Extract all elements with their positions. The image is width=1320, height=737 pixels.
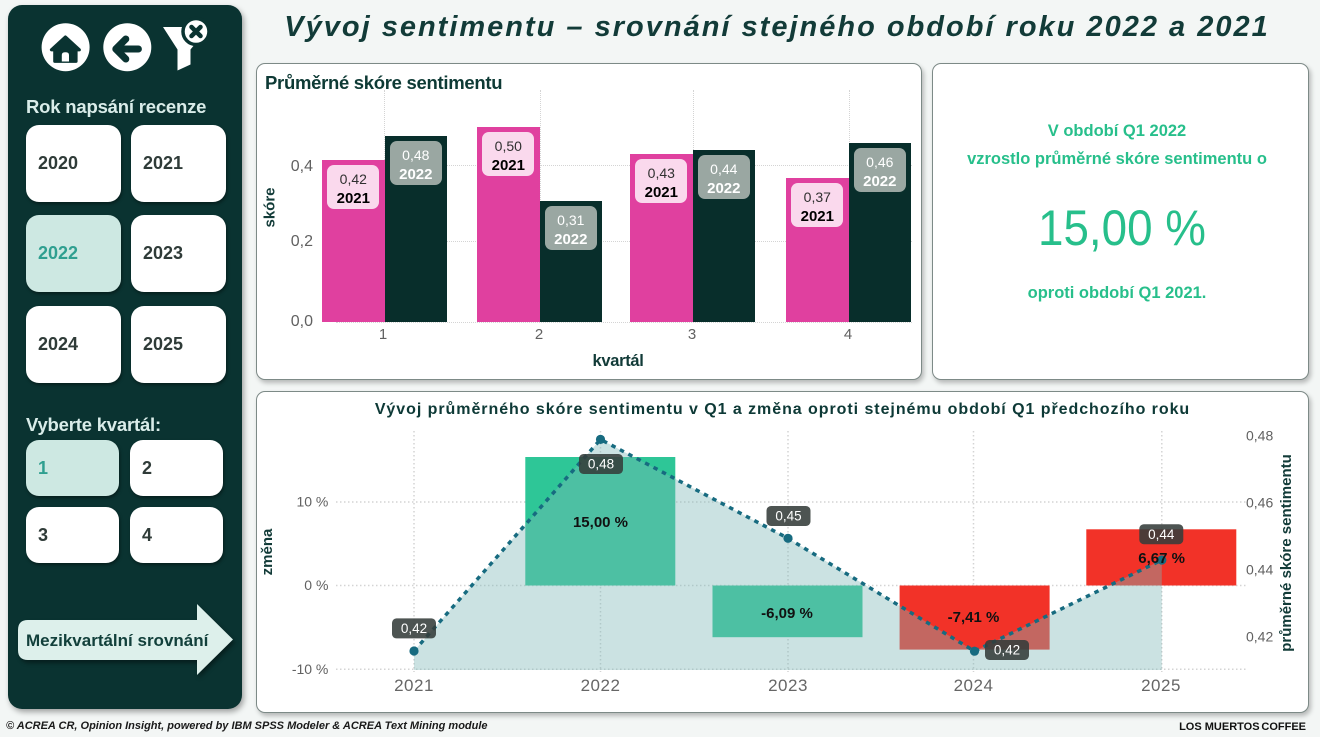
svg-text:změna: změna: [259, 528, 276, 575]
svg-text:2025: 2025: [1141, 676, 1181, 695]
svg-text:2022: 2022: [581, 676, 621, 695]
svg-text:2024: 2024: [954, 676, 994, 695]
svg-text:průměrné skóre sentimentu: průměrné skóre sentimentu: [1278, 454, 1295, 652]
svg-text:0,46: 0,46: [1246, 495, 1273, 511]
svg-text:6,67 %: 6,67 %: [1138, 550, 1185, 567]
svg-text:0,44: 0,44: [1246, 562, 1273, 578]
svg-text:-7,41 %: -7,41 %: [948, 609, 1000, 626]
svg-text:Mezikvartální srovnání: Mezikvartální srovnání: [26, 631, 210, 650]
svg-text:0,42: 0,42: [401, 621, 427, 636]
svg-text:0,48: 0,48: [1246, 428, 1273, 444]
svg-text:0,44: 0,44: [1148, 527, 1175, 542]
svg-text:0,48: 0,48: [588, 457, 614, 472]
svg-text:15,00 %: 15,00 %: [573, 514, 628, 531]
svg-text:-10 %: -10 %: [292, 661, 329, 677]
svg-text:0,42: 0,42: [1246, 629, 1273, 645]
svg-text:0 %: 0 %: [304, 577, 328, 593]
svg-text:2021: 2021: [394, 676, 434, 695]
svg-text:0,45: 0,45: [775, 509, 801, 524]
svg-text:0,42: 0,42: [994, 643, 1020, 658]
svg-text:-6,09 %: -6,09 %: [761, 605, 813, 622]
svg-text:10 %: 10 %: [296, 494, 328, 510]
svg-text:2023: 2023: [768, 676, 808, 695]
